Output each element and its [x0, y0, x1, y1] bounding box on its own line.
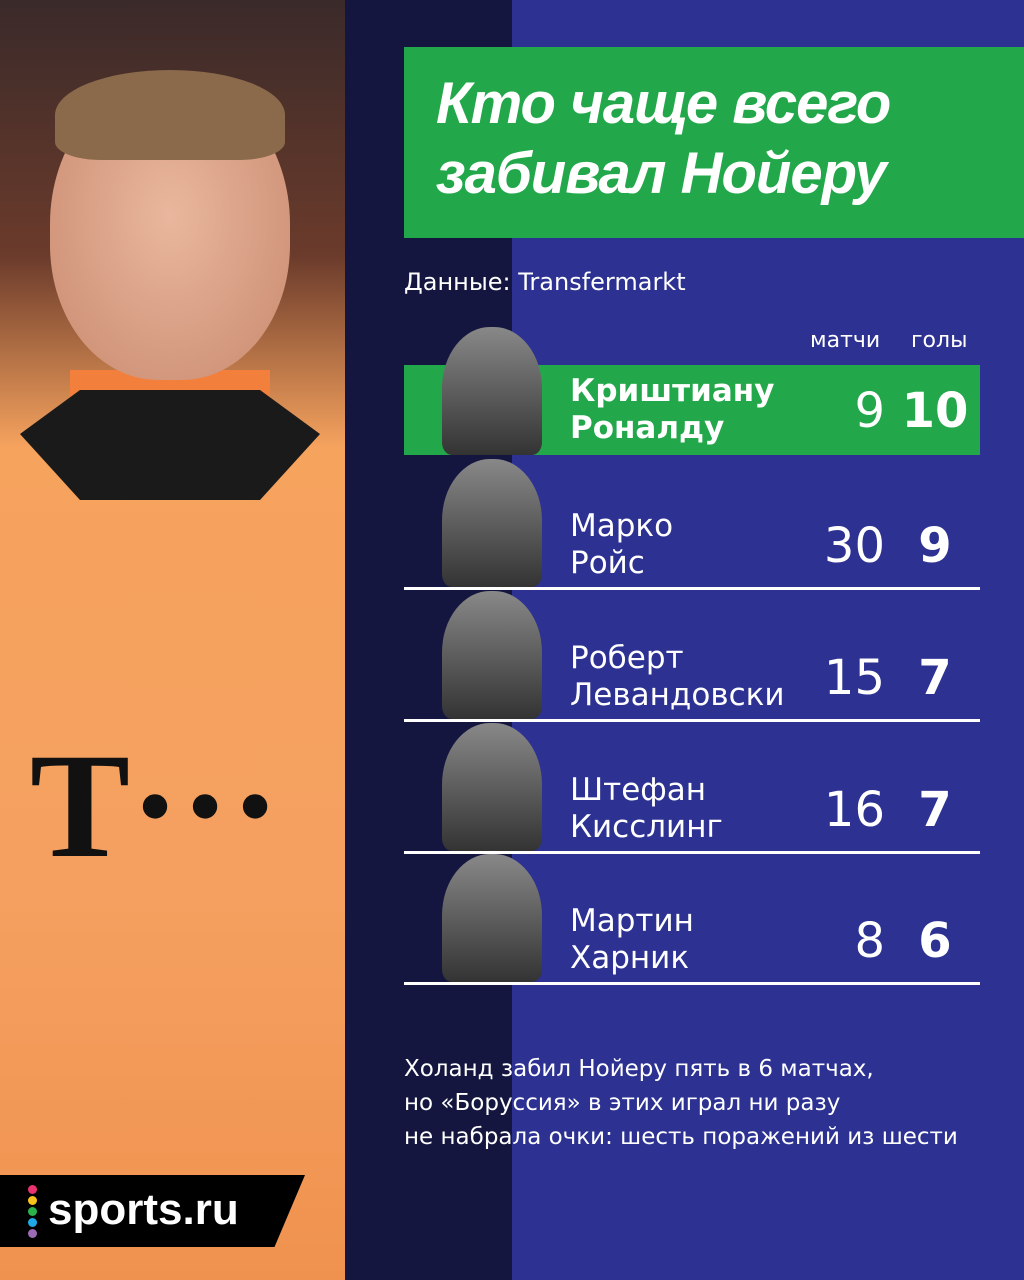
player-first-name: Мартин — [570, 903, 694, 939]
matches-value: 16 — [823, 782, 885, 838]
goals-value: 7 — [918, 650, 952, 706]
matches-value: 15 — [823, 650, 885, 706]
matches-value: 8 — [854, 913, 885, 969]
player-photo — [442, 591, 542, 719]
logo-dots-icon — [28, 1185, 38, 1240]
title-box: Кто чаще всего забивал Нойеру — [404, 47, 1024, 238]
player-photo — [442, 459, 542, 587]
column-header-matches: матчи — [810, 328, 881, 353]
goals-value: 6 — [918, 913, 952, 969]
player-name: Криштиану Роналду — [570, 373, 774, 447]
data-source: Данные: Transfermarkt — [404, 268, 686, 296]
player-last-name: Харник — [570, 940, 690, 976]
player-first-name: Криштиану — [570, 373, 775, 409]
player-last-name: Ройс — [570, 545, 645, 581]
player-name: Мартин Харник — [570, 903, 694, 977]
goals-value: 9 — [918, 518, 952, 574]
table-row: Штефан Кисслинг 16 7 — [404, 723, 980, 854]
table-row: Роберт Левандовски 15 7 — [404, 591, 980, 722]
column-header-goals: голы — [911, 328, 968, 353]
title-line1: Кто чаще всего — [436, 71, 891, 136]
player-photo — [442, 723, 542, 851]
title-line2: забивал Нойеру — [436, 141, 887, 206]
sports-ru-logo: sports.ru — [0, 1175, 305, 1247]
goalkeeper-photo: T··· — [0, 0, 345, 1280]
player-last-name: Роналду — [570, 410, 725, 446]
goals-value: 7 — [918, 782, 952, 838]
table-row: Марко Ройс 30 9 — [404, 459, 980, 590]
footnote-line1: Холанд забил Нойеру пять в 6 матчах, — [404, 1056, 874, 1082]
table-row: Мартин Харник 8 6 — [404, 854, 980, 985]
player-name: Роберт Левандовски — [570, 640, 785, 714]
footnote: Холанд забил Нойеру пять в 6 матчах, но … — [404, 1052, 958, 1154]
goals-value: 10 — [901, 383, 969, 439]
sponsor-logo: T··· — [30, 723, 281, 889]
table-row: Криштиану Роналду 9 10 — [404, 327, 980, 455]
player-last-name: Левандовски — [570, 677, 785, 713]
player-first-name: Марко — [570, 508, 674, 544]
player-name: Штефан Кисслинг — [570, 772, 723, 846]
player-name: Марко Ройс — [570, 508, 673, 582]
player-last-name: Кисслинг — [570, 809, 723, 845]
jersey-collar — [20, 390, 320, 500]
matches-value: 30 — [823, 518, 885, 574]
player-first-name: Роберт — [570, 640, 684, 676]
player-photo — [442, 854, 542, 982]
player-photo — [442, 327, 542, 455]
footnote-line3: не набрала очки: шесть поражений из шест… — [404, 1124, 958, 1150]
player-first-name: Штефан — [570, 772, 707, 808]
player-hair — [55, 70, 285, 160]
footnote-line2: но «Боруссия» в этих играл ни разу — [404, 1090, 841, 1116]
matches-value: 9 — [854, 383, 885, 439]
